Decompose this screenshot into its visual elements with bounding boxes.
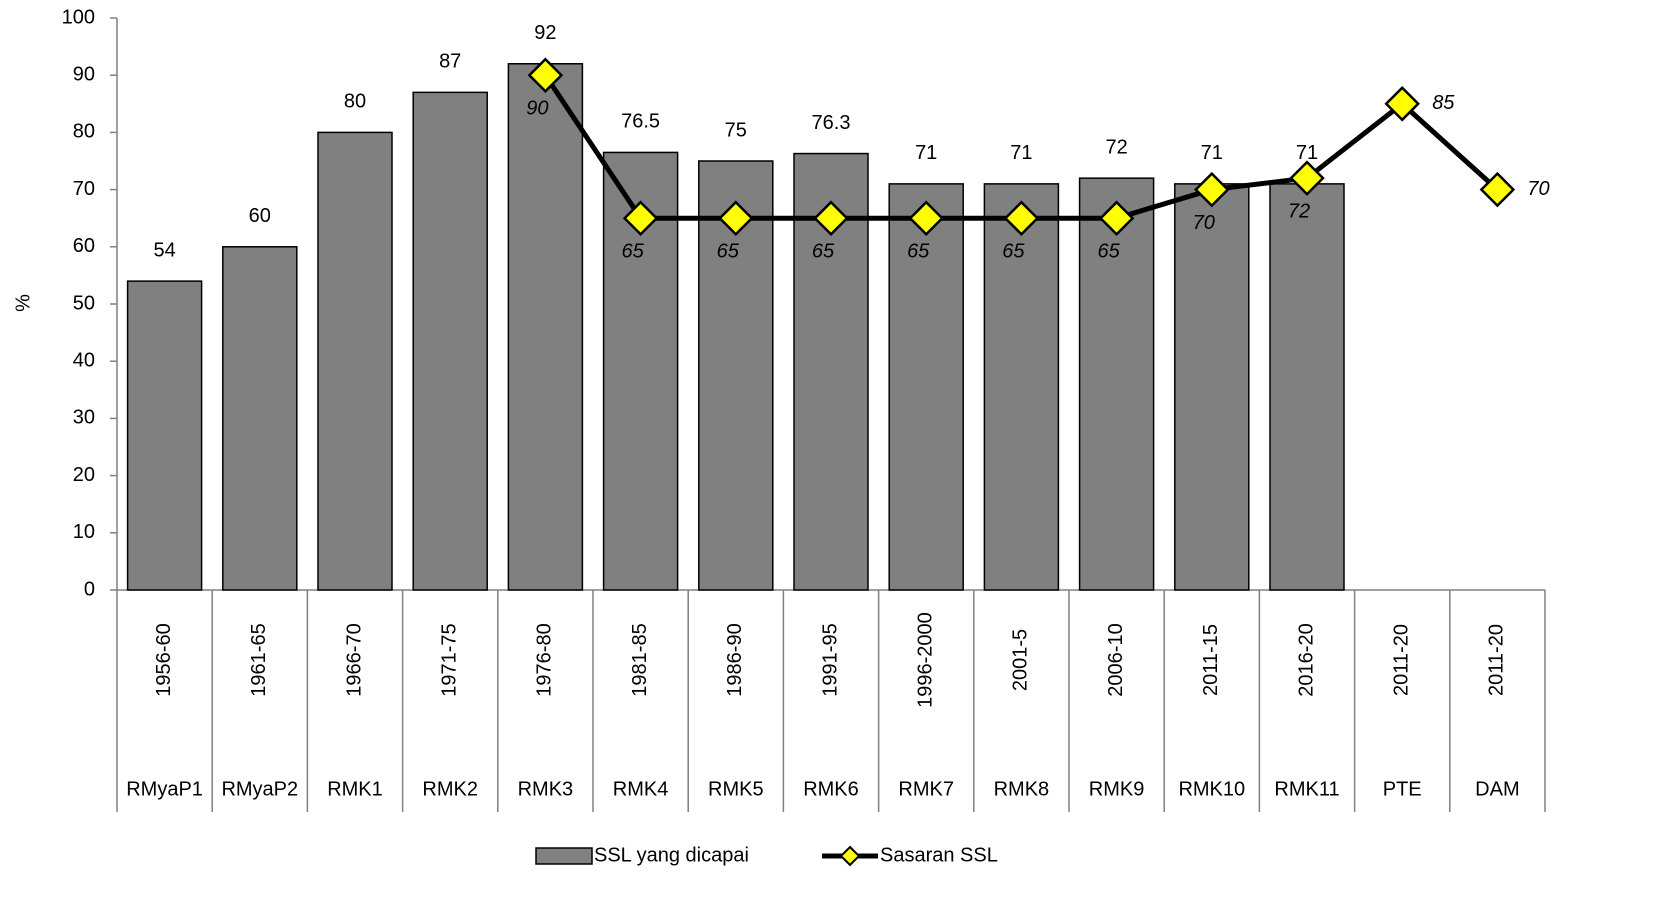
x-group-label: RMK9 (1089, 778, 1145, 800)
x-tick-label: 1996-2000 (914, 612, 936, 708)
x-group-label: RMyaP1 (126, 778, 203, 800)
x-tick-label: 2001-5 (1010, 629, 1032, 691)
x-group-label: DAM (1475, 778, 1519, 800)
x-tick-label: 2011-20 (1390, 624, 1412, 696)
line-value-label: 85 (1432, 92, 1455, 114)
x-tick-label: 1986-90 (724, 623, 746, 696)
x-tick-label: 1971-75 (438, 623, 460, 696)
line-value-label: 90 (526, 97, 548, 119)
bar (412, 91, 488, 591)
legend-marker (839, 845, 861, 867)
x-tick-label: 2006-10 (1105, 623, 1127, 696)
line-marker (1384, 86, 1420, 122)
bar (222, 246, 298, 591)
line-marker (527, 57, 564, 93)
line-marker (1479, 171, 1516, 208)
x-group-label: RMyaP2 (221, 778, 298, 800)
bar (317, 131, 393, 591)
line-marker (1098, 200, 1135, 236)
bar (507, 63, 584, 591)
line-value-label: 70 (1193, 212, 1215, 234)
bar-value-label: 92 (534, 22, 556, 44)
y-axis-label: % (12, 294, 34, 312)
y-tick-label: 60 (73, 235, 95, 257)
bar-value-label: 76.5 (621, 111, 660, 133)
line-value-label: 65 (1002, 240, 1025, 262)
line-marker (908, 200, 944, 236)
x-group-label: RMK3 (518, 778, 574, 800)
y-tick-label: 70 (73, 178, 95, 200)
bar-value-label: 87 (439, 51, 461, 73)
line-value-label: 65 (717, 240, 740, 262)
bar-value-label: 71 (1296, 142, 1318, 164)
legend-label: SSL yang dicapai (594, 844, 749, 866)
line-value-label: 70 (1527, 178, 1549, 200)
legend-swatch (535, 847, 593, 865)
x-tick-label: 1966-70 (343, 623, 365, 696)
line-marker (1003, 200, 1040, 236)
line-marker (813, 200, 849, 236)
x-group-label: RMK10 (1178, 778, 1245, 800)
x-group-label: RMK6 (803, 778, 859, 800)
x-tick-label: 1961-65 (248, 623, 270, 696)
bar (126, 280, 203, 591)
x-tick-label: 1956-60 (153, 623, 175, 696)
line-marker (1194, 171, 1230, 208)
bar-value-label: 71 (1201, 142, 1223, 164)
x-group-label: RMK2 (422, 778, 478, 800)
y-tick-label: 40 (73, 349, 95, 371)
bar-value-label: 71 (1010, 142, 1032, 164)
bar (888, 183, 964, 591)
bar-value-label: 72 (1105, 136, 1127, 158)
x-tick-label: 1976-80 (534, 623, 556, 696)
bar-value-label: 80 (344, 91, 366, 113)
x-group-label: RMK4 (613, 778, 669, 800)
y-tick-label: 100 (62, 6, 95, 28)
bar-value-label: 76.3 (812, 112, 851, 134)
bar (1269, 183, 1345, 591)
y-tick-label: 80 (73, 121, 95, 143)
x-group-label: RMK5 (708, 778, 764, 800)
line-value-label: 72 (1288, 200, 1310, 222)
y-tick-label: 90 (73, 63, 95, 85)
x-tick-label: 1991-95 (819, 623, 841, 696)
line-marker (1289, 160, 1325, 196)
bar-value-label: 54 (153, 239, 175, 261)
bar (983, 183, 1060, 591)
line-value-label: 65 (907, 240, 930, 262)
x-group-label: RMK11 (1274, 778, 1339, 800)
line-value-label: 65 (812, 240, 835, 262)
bar-value-label: 71 (915, 142, 937, 164)
x-tick-label: 2011-15 (1200, 624, 1222, 696)
bar (1078, 177, 1155, 591)
line-marker (718, 200, 754, 236)
bar (1174, 183, 1250, 591)
y-tick-label: 0 (84, 578, 95, 600)
bar-value-label: 75 (725, 119, 747, 141)
y-tick-label: 50 (73, 292, 95, 314)
line-marker (622, 200, 659, 236)
x-group-label: PTE (1383, 778, 1422, 800)
x-tick-label: 2011-20 (1486, 624, 1508, 696)
x-group-label: RMK8 (994, 778, 1050, 800)
y-tick-label: 30 (73, 407, 95, 429)
bar-value-label: 60 (249, 205, 271, 227)
line-value-label: 65 (621, 240, 644, 262)
x-group-label: RMK7 (898, 778, 954, 800)
x-tick-label: 2016-20 (1295, 623, 1317, 696)
line-value-label: 65 (1097, 240, 1120, 262)
y-tick-label: 20 (73, 464, 95, 486)
y-tick-label: 10 (73, 521, 95, 543)
x-group-label: RMK1 (327, 778, 383, 800)
legend-label: Sasaran SSL (880, 844, 998, 866)
x-tick-label: 1981-85 (629, 623, 651, 696)
